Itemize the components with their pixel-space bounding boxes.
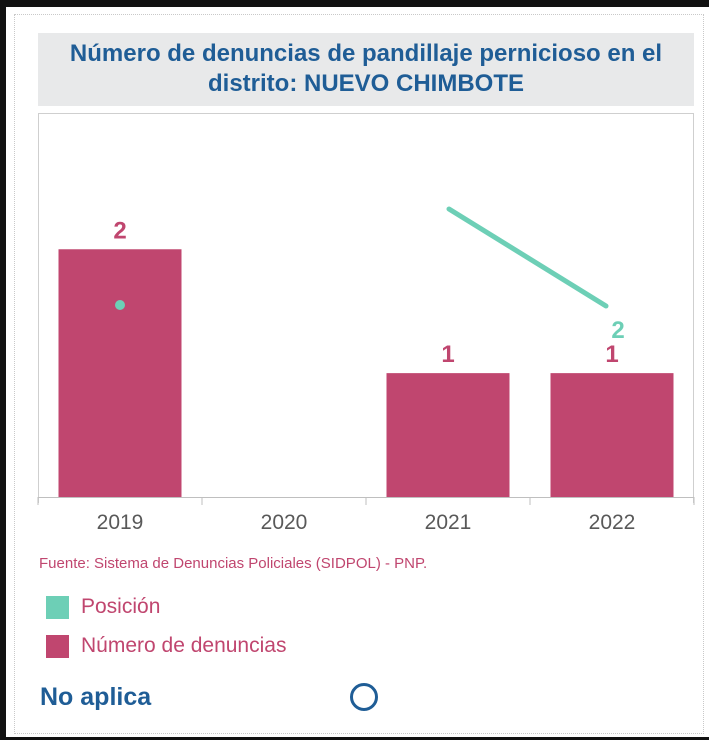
- panel: [14, 14, 704, 734]
- chart-title: Número de denuncias de pandillaje pernic…: [38, 33, 694, 106]
- not-applicable-circle-icon: [350, 683, 378, 711]
- position-marker: [115, 300, 125, 310]
- source-note: Fuente: Sistema de Denuncias Policiales …: [39, 555, 428, 572]
- bar: [58, 249, 182, 497]
- x-tick-label: 2021: [425, 511, 472, 534]
- position-data-label: 2: [611, 317, 624, 344]
- x-tick-label: 2019: [97, 511, 144, 534]
- bar: [386, 373, 510, 497]
- legend-item-denuncias: Número de denuncias: [46, 634, 286, 658]
- bar: [550, 373, 674, 497]
- not-applicable-label: No aplica: [40, 683, 152, 711]
- legend-swatch-posicion: [46, 595, 69, 619]
- plot-area: [38, 113, 694, 503]
- legend-label-posicion: Posición: [81, 595, 161, 618]
- x-tick-label: 2022: [589, 511, 636, 534]
- position-line: [446, 206, 609, 309]
- legend-swatch-denuncias: [46, 634, 69, 658]
- bar-data-label: 2: [113, 217, 126, 244]
- legend-item-posicion: Posición: [46, 595, 160, 619]
- bar-data-label: 1: [605, 341, 618, 368]
- x-tick-label: 2020: [261, 511, 308, 534]
- legend-label-denuncias: Número de denuncias: [81, 634, 287, 657]
- bar-data-label: 1: [441, 341, 454, 368]
